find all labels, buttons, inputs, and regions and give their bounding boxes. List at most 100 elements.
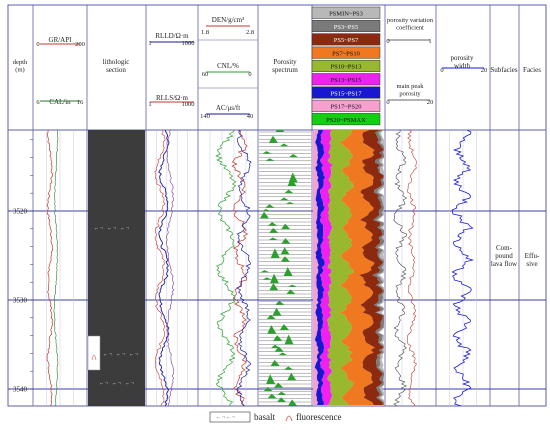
porosity-bin-area — [314, 130, 326, 405]
porosity-width-curve — [451, 130, 475, 406]
depth-header: depth (m) — [13, 59, 28, 74]
depth-tick-label: 3540 — [13, 386, 28, 394]
basalt-symbol: ⌐ ¬ — [95, 226, 104, 232]
ac-label: AC/μs/ft — [216, 104, 240, 112]
basalt-legend-swatch — [209, 411, 251, 423]
spectrum-peak — [269, 228, 279, 233]
spectrum-peak — [267, 325, 277, 334]
porosity-bin-area — [313, 130, 319, 405]
spectrum-peak — [285, 201, 295, 204]
rlld-min: 1 — [148, 40, 151, 47]
spectrum-peak — [279, 323, 289, 330]
pvc-max: 1 — [428, 38, 431, 45]
porosity-bin-legend-label: PS13~PS15 — [331, 77, 362, 84]
spectrum-peak — [265, 158, 275, 161]
porosity-width-max: 20 — [481, 67, 488, 74]
porosity-bin-legend-label: PS10~PS13 — [331, 64, 362, 71]
spectrum-peak — [279, 143, 289, 147]
cal-label: CAL/in — [49, 98, 71, 106]
pvc-min: 0 — [386, 38, 389, 45]
porosity-bin-area — [372, 130, 384, 405]
pvc-label: porosity variation coefficient — [387, 17, 434, 32]
ac-curve — [236, 130, 252, 406]
basalt-symbol: ⌐ ¬ — [117, 352, 126, 358]
spectrum-peak — [262, 277, 272, 280]
basalt-symbol: ⌐ ¬ — [108, 226, 117, 232]
basalt-symbol: ⌐ ¬ — [100, 381, 109, 387]
spectrum-peak — [287, 178, 297, 186]
facies-header: Facies — [523, 66, 541, 74]
porosity-bin-legend-swatch — [311, 59, 381, 72]
spectrum-peak — [262, 151, 272, 154]
gr-min: 0 — [36, 41, 39, 48]
spectrum-peak — [261, 208, 271, 212]
spectrum-peak — [272, 307, 282, 316]
gr-max: 200 — [75, 41, 85, 48]
spectrum-peak — [277, 391, 287, 395]
porosity-bin-legend-label: PS17~PS20 — [331, 104, 362, 111]
spectrum-peak — [281, 223, 291, 230]
porosity-bin-legend-swatch — [311, 86, 381, 99]
basalt-symbol: ⌐ ¬ — [113, 381, 122, 387]
ac-min: 140 — [200, 113, 210, 120]
spectrum-peak — [274, 382, 284, 388]
fluorescence-mark — [91, 354, 97, 361]
spectrum-peak — [284, 366, 294, 370]
spectrum-peak — [260, 211, 270, 219]
spectrum-peak — [288, 399, 298, 406]
den-min: 1.8 — [201, 29, 209, 36]
spectrum-peak — [286, 289, 296, 294]
basalt-legend-label: basalt — [254, 412, 275, 422]
rlls-label: RLLS/Ω·m — [156, 94, 189, 102]
spectrum-peak — [268, 237, 278, 240]
den-max: 2.8 — [246, 29, 254, 36]
lithology-header: lithologic section — [103, 58, 130, 74]
lithology-fluorescence-box — [87, 335, 101, 371]
spectrum-peak — [277, 397, 287, 402]
basalt-symbol: ⌐ ¬ — [126, 381, 135, 387]
cnl-max: 0 — [248, 71, 251, 78]
cal-max: 16 — [77, 99, 84, 106]
spectrum-peak — [288, 284, 298, 287]
fluorescence-legend-swatch — [285, 415, 293, 422]
depth-tick-label: 3530 — [13, 297, 28, 305]
porosity-bin-legend-swatch — [311, 33, 381, 46]
porosity-width-header: porosity width — [451, 54, 474, 70]
spectrum-peak — [266, 374, 276, 384]
porosity-bin-legend-swatch — [311, 20, 381, 33]
spectrum-peak — [267, 393, 277, 399]
spectrum-peak — [263, 386, 273, 392]
porosity-bin-legend-label: PS7~PS10 — [332, 50, 360, 57]
basalt-legend-symbol: ⌐ ¬ ⌐ ¬ — [217, 415, 236, 421]
spectrum-peak — [269, 283, 279, 291]
porosity-bin-legend-label: PS5~PS7 — [334, 37, 359, 44]
porosity-bin-legend-swatch — [311, 73, 381, 86]
fluorescence-legend-label: fluorescence — [296, 412, 341, 422]
rlls-min: 1 — [148, 101, 151, 108]
porosity-bin-legend-label: PS3~PS5 — [334, 24, 358, 31]
spectrum-peak — [280, 247, 290, 255]
mpp-min: 0 — [386, 99, 389, 106]
facies-value: Effu-sive — [525, 252, 540, 268]
depth-tick-label: 3520 — [13, 208, 28, 216]
subfacies-header: Subfacies — [490, 66, 517, 74]
porosity-bin-legend-label: PS15~PS17 — [331, 90, 363, 97]
porosity-bin-legend-label: PSMIN~PS3 — [329, 11, 363, 18]
rlls-curve — [154, 130, 166, 406]
spectrum-peak — [268, 135, 278, 143]
bottom-legend: ⌐ ¬ ⌐ ¬ basalt fluorescence — [209, 411, 341, 423]
mpp-label: main peak porosity — [397, 83, 425, 98]
spectrum-peak — [287, 372, 297, 381]
spectrum-peak — [283, 267, 293, 276]
spectrum-peak — [280, 256, 290, 262]
ac-max: 40 — [247, 113, 254, 120]
outer-frame — [7, 4, 547, 407]
porosity-width-min: 0 — [440, 67, 443, 74]
resistivity-curve-extra — [165, 130, 175, 406]
basalt-symbol: ⌐ ¬ — [121, 226, 130, 232]
den-label: DEN/g/cm³ — [212, 16, 244, 24]
rlls-max: 1000 — [182, 101, 195, 108]
spectrum-peak — [270, 359, 280, 366]
